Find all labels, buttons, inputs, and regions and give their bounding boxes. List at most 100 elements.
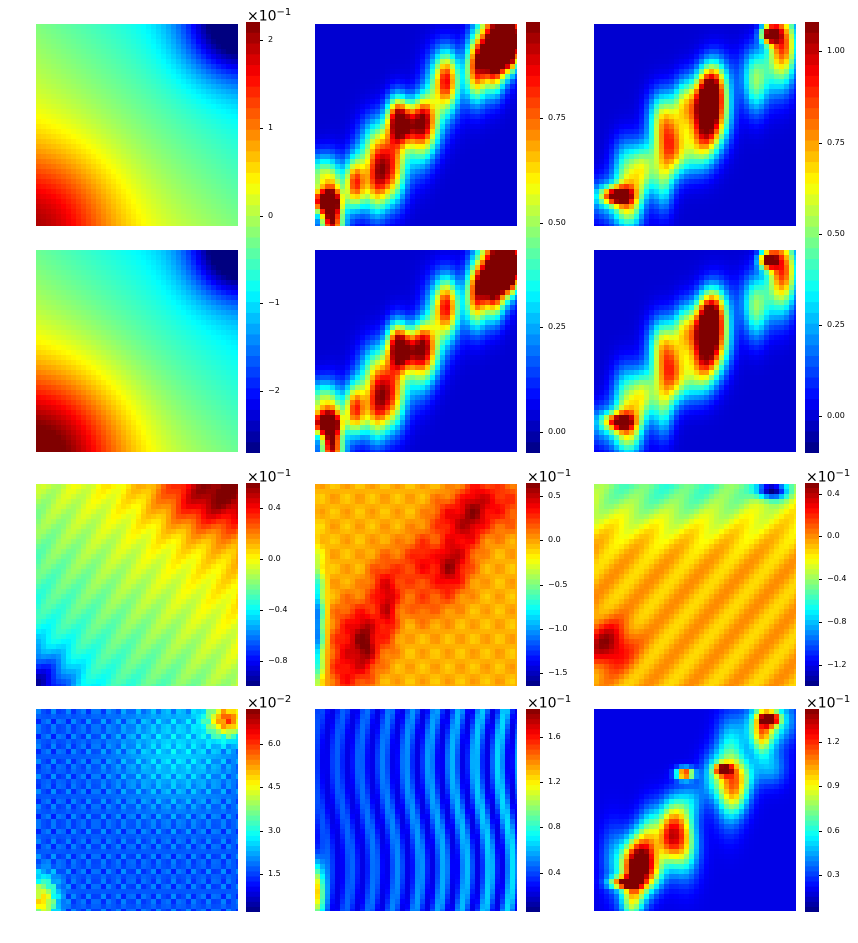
heatmap-cell — [370, 64, 376, 70]
heatmap-cell — [71, 209, 77, 215]
heatmap-cell — [221, 84, 227, 90]
heatmap-cell — [604, 149, 610, 155]
heatmap-cell — [794, 49, 796, 55]
heatmap-cell — [330, 169, 336, 175]
heatmap-cell — [370, 69, 376, 75]
heatmap-cell — [744, 184, 750, 190]
heatmap-cell — [475, 119, 481, 125]
heatmap-cell — [440, 129, 446, 135]
heatmap-cell — [749, 49, 755, 55]
heatmap-cell — [749, 129, 755, 135]
heatmap-cell — [106, 89, 112, 95]
heatmap-cell — [619, 134, 625, 140]
heatmap-cell — [729, 174, 735, 180]
heatmap-cell — [759, 39, 765, 45]
heatmap-cell — [196, 114, 202, 120]
heatmap-cell — [126, 169, 132, 175]
heatmap-cell — [385, 99, 391, 105]
heatmap-cell — [654, 64, 660, 70]
heatmap-cell — [719, 139, 725, 145]
heatmap-cell — [624, 109, 630, 115]
heatmap-cell — [395, 149, 401, 155]
heatmap-cell — [684, 99, 690, 105]
heatmap-cell — [495, 149, 501, 155]
heatmap-cell — [440, 24, 446, 30]
heatmap-cell — [41, 99, 47, 105]
heatmap-cell — [400, 124, 406, 130]
heatmap-cell — [500, 169, 506, 175]
heatmap-cell — [679, 109, 685, 115]
heatmap-cell — [400, 49, 406, 55]
heatmap-cell — [340, 49, 346, 55]
heatmap-cell — [649, 139, 655, 145]
heatmap-cell — [66, 224, 72, 226]
heatmap-cell — [634, 134, 640, 140]
heatmap-cell — [86, 59, 92, 65]
heatmap-cell — [634, 189, 640, 195]
heatmap-cell — [96, 119, 102, 125]
heatmap-cell — [599, 204, 605, 210]
heatmap-cell — [96, 54, 102, 60]
heatmap-cell — [455, 24, 461, 30]
heatmap-cell — [490, 154, 496, 160]
heatmap-cell — [111, 189, 117, 195]
heatmap-cell — [36, 154, 42, 160]
heatmap-cell — [121, 159, 127, 165]
heatmap-cell — [455, 189, 461, 195]
heatmap-cell — [360, 59, 366, 65]
heatmap-cell — [794, 109, 796, 115]
heatmap-cell — [714, 84, 720, 90]
heatmap-cell — [320, 109, 326, 115]
heatmap-cell — [36, 129, 42, 135]
heatmap-cell — [41, 174, 47, 180]
heatmap-cell — [86, 139, 92, 145]
heatmap-cell — [355, 134, 361, 140]
heatmap-cell — [505, 174, 511, 180]
heatmap-cell — [455, 69, 461, 75]
heatmap-cell — [485, 24, 491, 30]
heatmap-cell — [335, 79, 341, 85]
heatmap-cell — [176, 204, 182, 210]
heatmap-cell — [669, 164, 675, 170]
heatmap-cell — [370, 224, 376, 226]
heatmap-cell — [221, 49, 227, 55]
heatmap-cell — [654, 89, 660, 95]
heatmap-cell — [350, 174, 356, 180]
heatmap-cell — [500, 59, 506, 65]
heatmap-cell — [460, 209, 466, 215]
heatmap-cell — [66, 219, 72, 225]
heatmap-cell — [470, 64, 476, 70]
heatmap-cell — [714, 79, 720, 85]
heatmap-cell — [410, 159, 416, 165]
heatmap-cell — [96, 99, 102, 105]
heatmap-cell — [176, 94, 182, 100]
heatmap-cell — [425, 49, 431, 55]
heatmap-cell — [340, 64, 346, 70]
heatmap-cell — [485, 184, 491, 190]
heatmap-cell — [779, 29, 785, 35]
heatmap-cell — [719, 104, 725, 110]
heatmap-cell — [500, 129, 506, 135]
heatmap-cell — [794, 79, 796, 85]
heatmap-cell — [684, 179, 690, 185]
heatmap-cell — [121, 134, 127, 140]
heatmap-cell — [719, 94, 725, 100]
heatmap-cell — [480, 79, 486, 85]
heatmap-cell — [744, 49, 750, 55]
heatmap-cell — [156, 164, 162, 170]
heatmap-cell — [201, 29, 207, 35]
heatmap-cell — [455, 59, 461, 65]
heatmap-cell — [450, 149, 456, 155]
heatmap-cell — [445, 104, 451, 110]
heatmap-cell — [335, 39, 341, 45]
heatmap-cell — [470, 159, 476, 165]
heatmap-cell — [116, 149, 122, 155]
heatmap-cell — [654, 164, 660, 170]
heatmap-cell — [236, 219, 238, 225]
heatmap-cell — [460, 79, 466, 85]
heatmap-cell — [385, 149, 391, 155]
heatmap-cell — [659, 209, 665, 215]
heatmap-cell — [729, 29, 735, 35]
heatmap-cell — [36, 24, 42, 30]
heatmap-cell — [465, 114, 471, 120]
